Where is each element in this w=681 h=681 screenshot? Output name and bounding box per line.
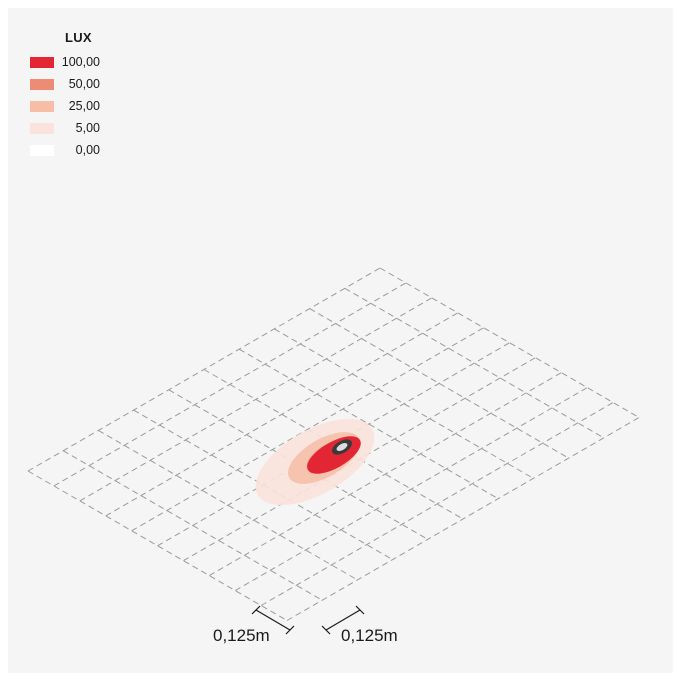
legend-swatch [30,144,54,156]
dimension-line-right [325,609,361,631]
light-fixture [307,436,361,474]
grid-line [131,327,484,532]
grid-line [286,417,640,621]
dimension-tick-left-end [285,625,295,635]
grid-line [209,372,562,577]
dimension-tick-right-end [355,605,365,615]
legend-item: 25,00 [30,95,100,117]
legend-label: 100,00 [61,55,100,69]
dimension-tick-left [251,605,261,615]
legend-item: 100,00 [30,51,100,73]
dimension-tick-right [321,625,331,635]
legend-item: 50,00 [30,73,100,95]
dimension-label-right: 0,125m [341,626,398,645]
legend-item: 0,00 [30,139,100,161]
isometric-floor-diagram: 0,125m 0,125m [27,267,640,645]
lux-legend: LUX 100,00 50,00 25,00 5,00 0,00 [30,30,100,161]
legend-label: 25,00 [68,99,100,113]
legend-swatch [30,78,54,90]
legend-label: 5,00 [75,121,100,135]
legend-item: 5,00 [30,117,100,139]
grid-line [234,387,588,592]
grid-line [79,297,433,502]
dimension-line-left [255,609,291,631]
grid-line [260,402,614,606]
grid-line [53,282,407,487]
grid-line [105,312,458,517]
legend-label: 50,00 [68,77,100,91]
dimension-label-left: 0,125m [213,626,270,645]
legend-swatch [30,122,54,134]
fixture-lens [336,443,348,451]
legend-swatch [30,56,54,68]
legend-title: LUX [65,30,92,45]
dimension-markers: 0,125m 0,125m [213,605,398,645]
legend-label: 0,00 [75,143,100,157]
diagram-canvas: LUX 100,00 50,00 25,00 5,00 0,00 [8,8,673,673]
legend-swatch [30,100,54,112]
